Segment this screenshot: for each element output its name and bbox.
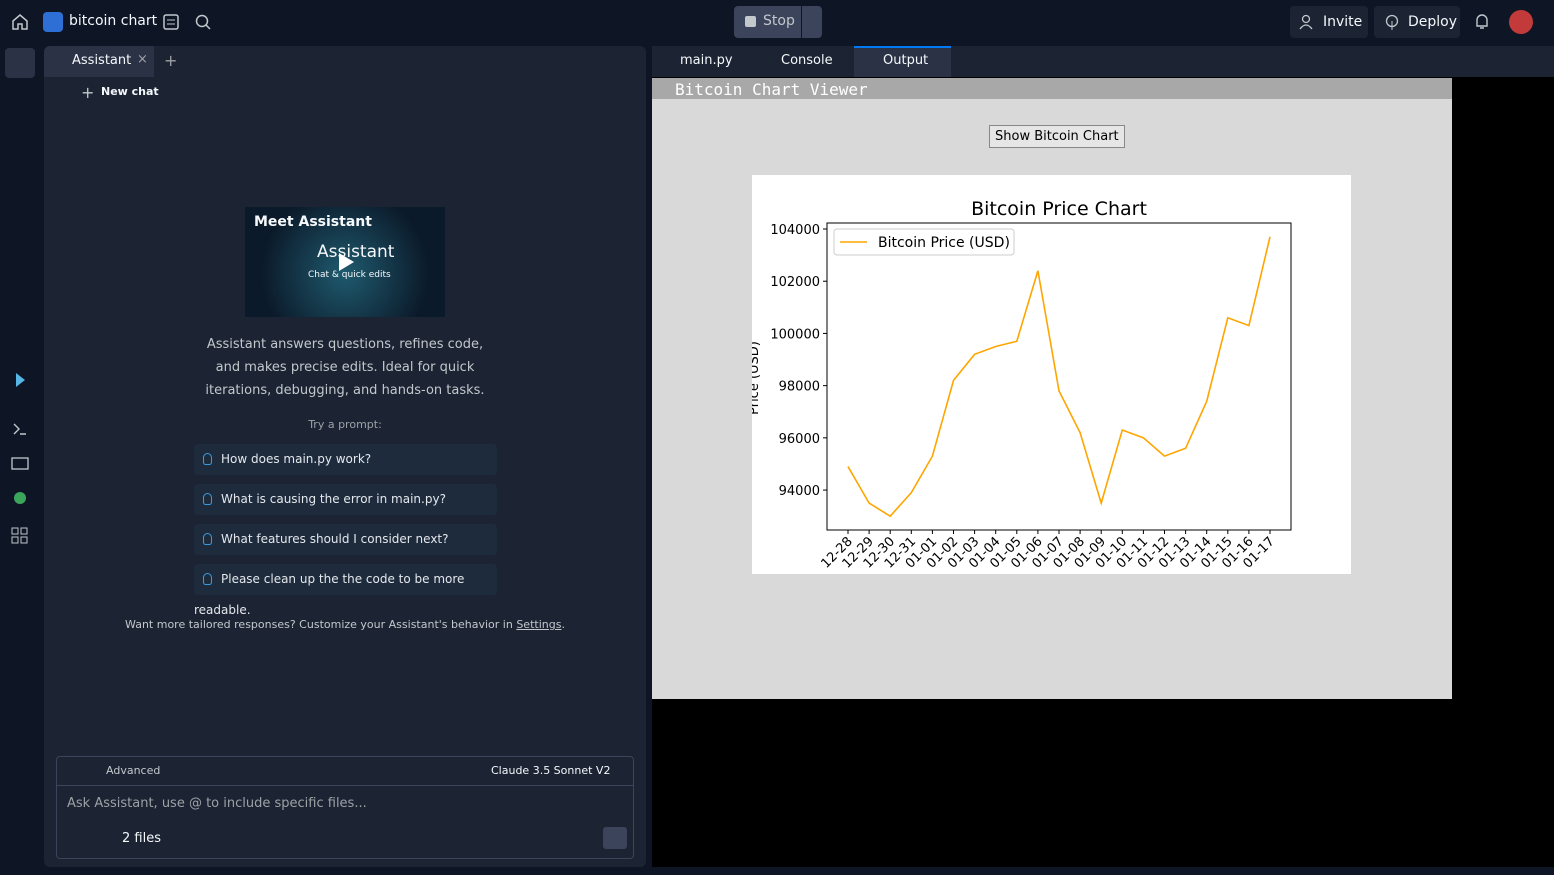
legend-box: [833, 228, 1015, 256]
avatar[interactable]: [1509, 10, 1533, 34]
search-icon[interactable]: [194, 13, 212, 31]
run-menu[interactable]: [802, 6, 822, 38]
assistant-tab[interactable]: [44, 46, 154, 77]
show-chart-button[interactable]: Show Bitcoin Chart: [989, 125, 1125, 148]
editor-tab[interactable]: main.py: [680, 53, 733, 68]
tailored-text: Want more tailored responses? Customize …: [125, 618, 513, 631]
video-title: Meet Assistant: [254, 214, 372, 230]
model-name[interactable]: Claude 3.5 Sonnet V2: [491, 764, 611, 777]
composer: Advanced Claude 3.5 Sonnet V2 Ask Assist…: [56, 756, 634, 859]
video-sub: Chat & quick edits: [308, 270, 391, 280]
editor-tab[interactable]: Console: [781, 53, 833, 68]
try-label: Try a prompt:: [308, 418, 382, 431]
y-tick-label: 98000: [779, 380, 820, 395]
prompt-text: What is causing the error in main.py?: [221, 492, 446, 506]
send-button[interactable]: [603, 827, 627, 849]
mode-selector[interactable]: Advanced: [106, 764, 161, 777]
chat-input[interactable]: Ask Assistant, use @ to include specific…: [67, 796, 367, 811]
settings-link[interactable]: Settings: [516, 618, 562, 631]
chart: Bitcoin Price Chart Price (USD) 94000 96000…: [752, 175, 1351, 574]
y-tick-label: 102000: [770, 275, 820, 290]
legend: Bitcoin Price (USD): [833, 228, 1015, 256]
chart-title: Bitcoin Price Chart: [971, 198, 1147, 220]
window-titlebar: [652, 78, 1452, 99]
video-thumbnail[interactable]: Meet Assistant Assistant Chat & quick ed…: [245, 207, 445, 317]
y-tick-label: 104000: [770, 223, 820, 238]
home-icon[interactable]: [11, 13, 29, 31]
deploy-rail-icon[interactable]: [11, 491, 29, 509]
y-tick-label: 96000: [779, 432, 820, 447]
y-tick-label: 94000: [779, 484, 820, 499]
y-axis-label: Price (USD): [752, 341, 762, 415]
invite-button[interactable]: Invite: [1290, 6, 1368, 38]
y-tick-label: 100000: [770, 327, 820, 342]
output-rail-icon[interactable]: [11, 457, 29, 473]
add-tab[interactable]: +: [164, 51, 178, 70]
editor-tab[interactable]: Output: [883, 53, 929, 68]
prompt-1[interactable]: What is causing the error in main.py?: [194, 484, 497, 515]
stop-button[interactable]: Stop: [734, 6, 801, 38]
project-name[interactable]: bitcoin chart: [69, 13, 158, 29]
description: Assistant answers questions, refines cod…: [205, 337, 485, 398]
new-chat-plus: +: [81, 83, 95, 102]
deploy-label: Deploy: [1408, 14, 1458, 30]
files-icon[interactable]: [162, 13, 180, 31]
files-button[interactable]: 2 files: [122, 831, 161, 846]
console-rail-icon[interactable]: [10, 420, 30, 438]
notifications-icon[interactable]: [1474, 13, 1490, 31]
project-icon: [43, 12, 63, 32]
assistant-tab-label: Assistant: [72, 53, 132, 68]
stop-label: Stop: [763, 13, 795, 29]
new-chat[interactable]: New chat: [101, 85, 159, 98]
editor-tabs: [652, 46, 1554, 77]
plot-frame: [826, 222, 1292, 531]
deploy-button[interactable]: Deploy: [1374, 6, 1460, 38]
prompt-text: What features should I consider next?: [221, 532, 449, 546]
window-title: Bitcoin Chart Viewer: [675, 80, 868, 99]
explorer-icon[interactable]: [5, 48, 35, 78]
video-brand: Assistant: [317, 242, 395, 262]
prompt-3[interactable]: Please clean up the the code to be more …: [194, 564, 497, 617]
apps-rail-icon[interactable]: [11, 527, 29, 545]
close-tab[interactable]: ×: [137, 52, 148, 67]
tailored-note: Want more tailored responses? Customize …: [44, 616, 646, 634]
prompt-text: How does main.py work?: [221, 452, 372, 466]
invite-label: Invite: [1323, 14, 1363, 30]
tailored-end: .: [561, 618, 565, 631]
prompt-0[interactable]: How does main.py work?: [194, 444, 497, 475]
active-tab[interactable]: [854, 46, 951, 77]
prompt-2[interactable]: What features should I consider next?: [194, 524, 497, 555]
assistant-rail-icon[interactable]: [10, 370, 30, 390]
legend-label: Bitcoin Price (USD): [878, 235, 1010, 251]
prompt-text: Please clean up the the code to be more …: [194, 572, 465, 617]
price-line: [847, 236, 1271, 518]
